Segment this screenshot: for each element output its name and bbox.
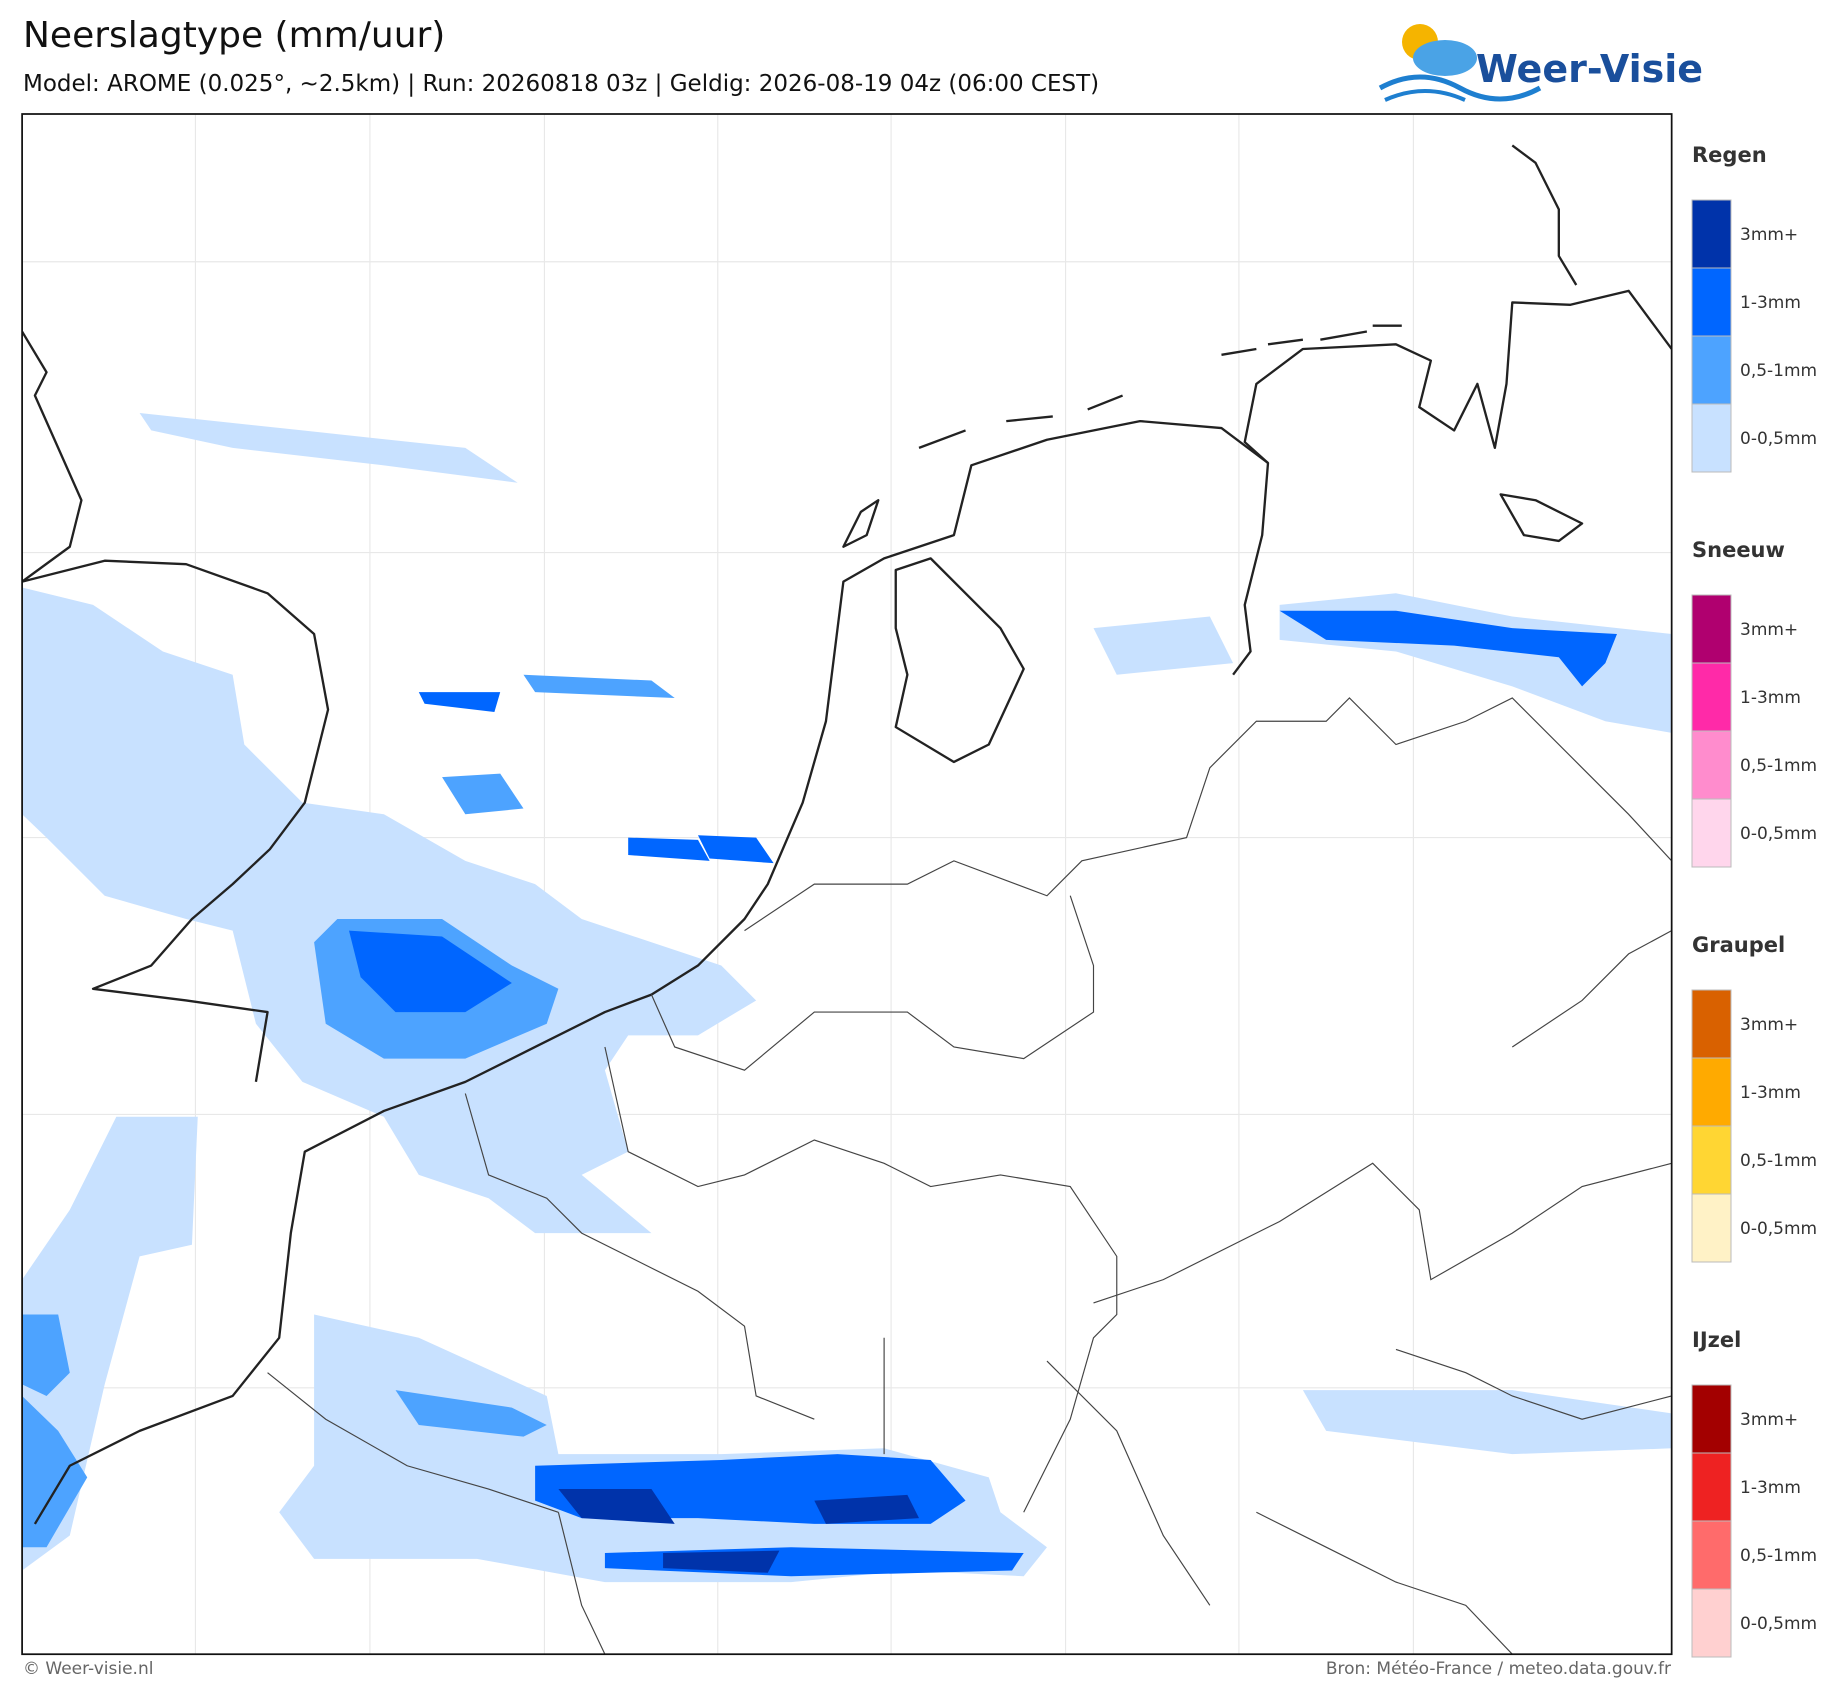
legend-label: 3mm+ [1740, 225, 1798, 245]
logo-text: Weer-Visie [1476, 47, 1703, 91]
legend-swatch [1691, 1057, 1732, 1127]
legend-label: 1-3mm [1740, 688, 1801, 708]
legend-title: Sneeuw [1692, 538, 1785, 562]
subtitle: Model: AROME (0.025°, ~2.5km) | Run: 202… [23, 71, 1099, 97]
borders [267, 697, 1672, 1655]
legend-swatch [1691, 662, 1732, 732]
logo: Weer-Visie [1378, 24, 1703, 102]
legend-label: 0,5-1mm [1740, 756, 1817, 776]
legend-label: 3mm+ [1740, 620, 1798, 640]
legend-swatch [1691, 267, 1732, 337]
coastlines [22, 144, 1672, 1525]
legend-title: Graupel [1692, 933, 1785, 957]
title: Neerslagtype (mm/uur) [23, 15, 445, 56]
legend-swatch [1691, 1193, 1732, 1263]
legend-label: 3mm+ [1740, 1015, 1798, 1035]
legend-swatch [1691, 1520, 1732, 1590]
legend-label: 1-3mm [1740, 1083, 1801, 1103]
legend-swatch [1691, 199, 1732, 269]
legend-swatch [1691, 1125, 1732, 1195]
legend-swatch [1691, 1384, 1732, 1454]
legend-swatch [1691, 798, 1732, 868]
legend-label: 0-0,5mm [1740, 1219, 1817, 1239]
legend-label: 1-3mm [1740, 1478, 1801, 1498]
legend-swatch [1691, 594, 1732, 664]
legend-swatch [1691, 1452, 1732, 1522]
legend-label: 0,5-1mm [1740, 361, 1817, 381]
legend-swatch [1691, 989, 1732, 1059]
legend-swatch [1691, 1588, 1732, 1658]
footer-right: Bron: Météo-France / meteo.data.gouv.fr [1326, 1659, 1671, 1679]
legend-label: 1-3mm [1740, 293, 1801, 313]
legend-title: Regen [1692, 143, 1767, 167]
precipitation [22, 412, 1672, 1583]
legend-label: 0-0,5mm [1740, 1614, 1817, 1634]
map-frame [21, 113, 1673, 1656]
legend: Regen 3mm+ 1-3mm 0,5-1mm 0-0,5mm Sneeuw 3mm+ 1-… [1691, 143, 1817, 1658]
legend-swatch [1691, 730, 1732, 800]
legend-swatch [1691, 335, 1732, 405]
map [21, 113, 1673, 1656]
legend-swatch [1691, 403, 1732, 473]
legend-title: IJzel [1692, 1328, 1741, 1352]
footer-left: © Weer-visie.nl [23, 1659, 153, 1679]
legend-label: 0-0,5mm [1740, 824, 1817, 844]
legend-label: 0,5-1mm [1740, 1546, 1817, 1566]
legend-label: 0-0,5mm [1740, 429, 1817, 449]
legend-label: 0,5-1mm [1740, 1151, 1817, 1171]
legend-label: 3mm+ [1740, 1410, 1798, 1430]
